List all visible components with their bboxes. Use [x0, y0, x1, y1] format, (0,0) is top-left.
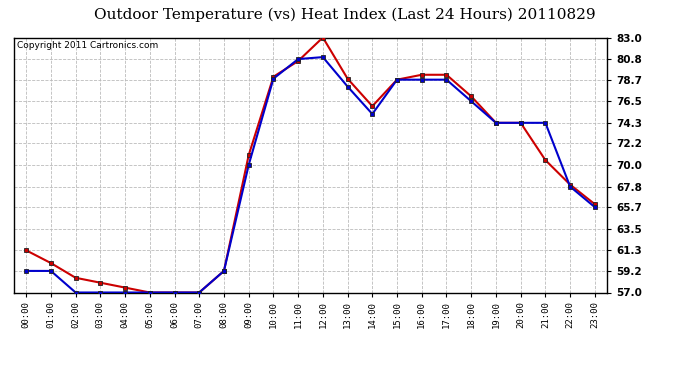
Text: Copyright 2011 Cartronics.com: Copyright 2011 Cartronics.com: [17, 41, 158, 50]
Text: Outdoor Temperature (vs) Heat Index (Last 24 Hours) 20110829: Outdoor Temperature (vs) Heat Index (Las…: [95, 8, 595, 22]
